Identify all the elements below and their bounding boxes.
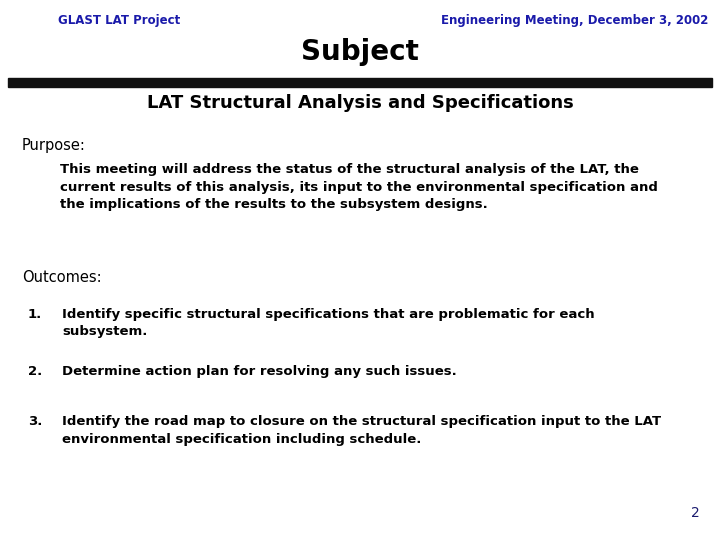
Text: Subject: Subject	[301, 38, 419, 66]
Text: Identify specific structural specifications that are problematic for each
subsys: Identify specific structural specificati…	[62, 308, 595, 339]
Text: 1.: 1.	[28, 308, 42, 321]
Text: This meeting will address the status of the structural analysis of the LAT, the
: This meeting will address the status of …	[60, 163, 658, 211]
Text: 2.: 2.	[28, 365, 42, 378]
Text: 3.: 3.	[28, 415, 42, 428]
Text: Purpose:: Purpose:	[22, 138, 86, 153]
Text: 2: 2	[691, 506, 700, 520]
Text: Engineering Meeting, December 3, 2002: Engineering Meeting, December 3, 2002	[441, 14, 708, 27]
Text: Outcomes:: Outcomes:	[22, 270, 102, 285]
Text: Determine action plan for resolving any such issues.: Determine action plan for resolving any …	[62, 365, 456, 378]
Text: GLAST LAT Project: GLAST LAT Project	[58, 14, 180, 27]
Text: Identify the road map to closure on the structural specification input to the LA: Identify the road map to closure on the …	[62, 415, 661, 445]
Text: LAT Structural Analysis and Specifications: LAT Structural Analysis and Specificatio…	[147, 94, 573, 112]
Bar	[8, 78, 712, 87]
